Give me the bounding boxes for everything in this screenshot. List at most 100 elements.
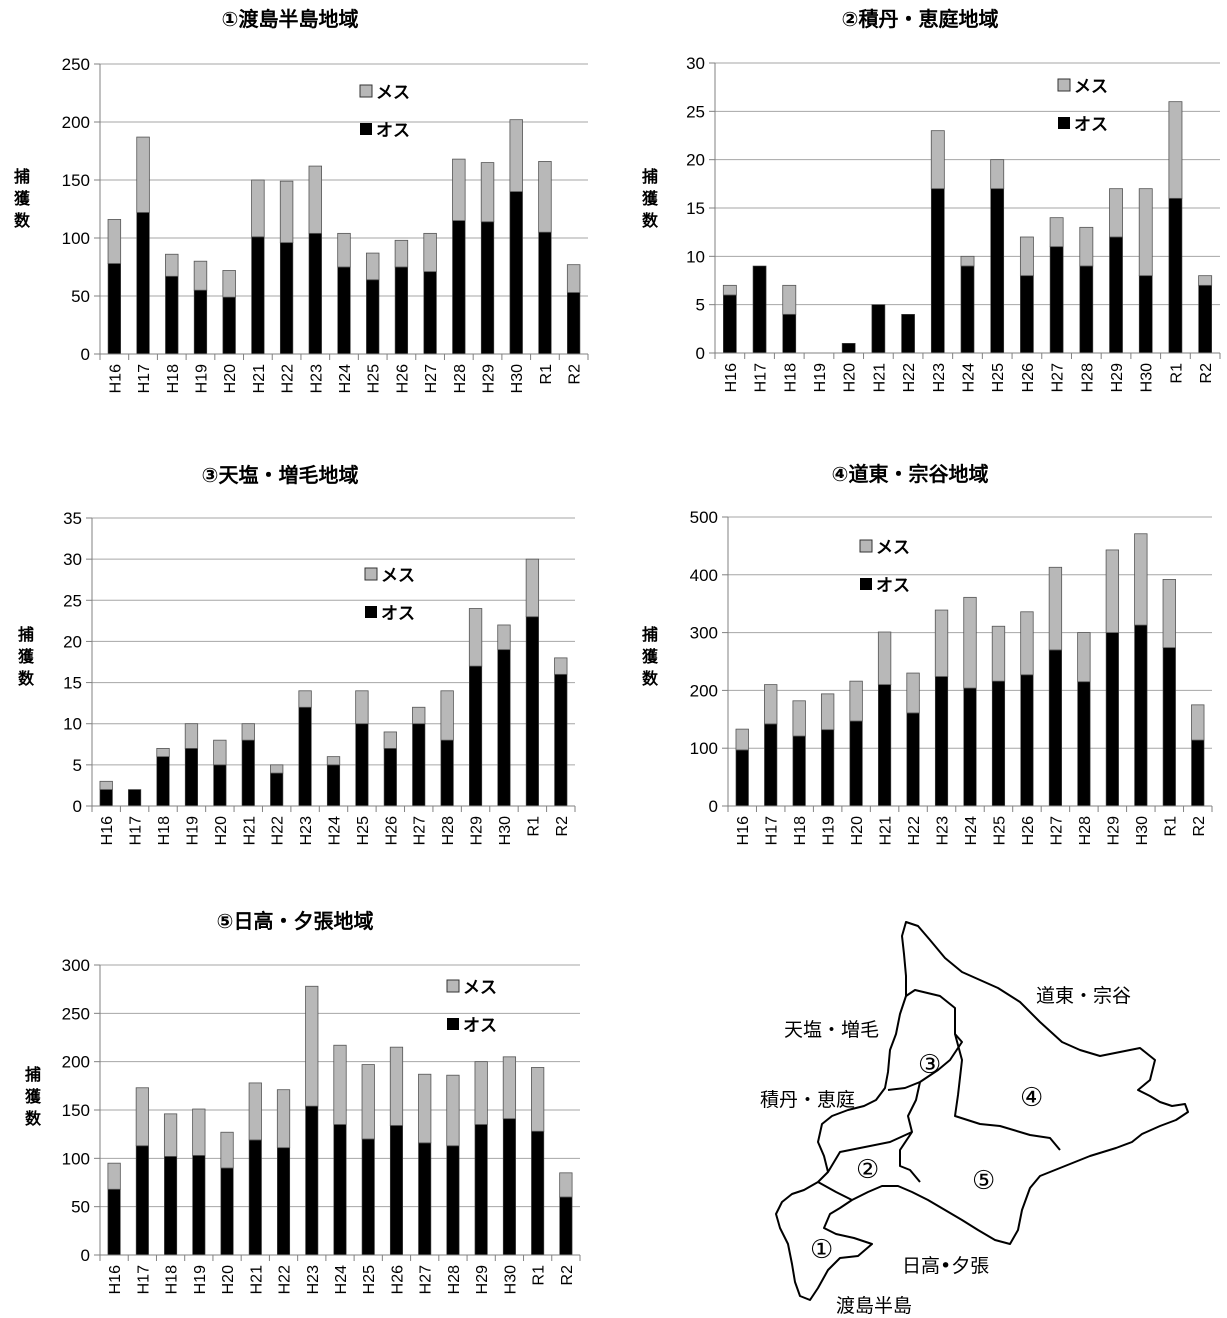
bar-segment-male — [906, 712, 920, 807]
bar-segment-female — [1191, 704, 1205, 741]
x-tick-label: H25 — [355, 816, 372, 845]
x-tick-label: H16 — [99, 816, 116, 845]
bar-segment-female — [1168, 101, 1183, 199]
y-tick-label: 300 — [62, 956, 90, 975]
bar-segment-male — [99, 789, 113, 807]
bar-segment-female — [1077, 632, 1091, 683]
y-axis-label-char: 獲 — [642, 189, 659, 208]
x-tick-label: H21 — [878, 816, 895, 845]
chart-panel-oshima: ①渡島半島地域 0 50 100 150 200 250 捕獲数 H16 H17 H18 H19 H20… — [0, 0, 600, 420]
bar-segment-male — [355, 723, 369, 807]
legend-label-female: メス — [876, 538, 910, 558]
y-tick-label: 100 — [62, 1149, 90, 1168]
bar-segment-female — [1048, 566, 1063, 651]
x-tick-label: H23 — [305, 1265, 322, 1294]
x-tick-label: H27 — [423, 364, 440, 393]
bar-segment-female — [991, 625, 1006, 682]
x-tick-label: H22 — [901, 363, 918, 392]
bar-segment-male — [930, 188, 945, 354]
bar-segment-male — [1077, 681, 1091, 807]
bar-segment-female — [418, 1073, 432, 1144]
x-tick-label: H29 — [469, 816, 486, 845]
y-tick-label: 50 — [71, 1198, 90, 1217]
chart-title: ⑤日高・夕張地域 — [217, 909, 374, 933]
x-tick-label: H22 — [270, 816, 287, 845]
x-tick-label: H29 — [481, 364, 498, 393]
bar-segment-female — [764, 684, 778, 725]
bar-segment-female — [248, 1082, 262, 1141]
legend-swatch-female — [364, 567, 378, 581]
bar-segment-female — [412, 706, 426, 725]
map-label-oshima: 渡島半島 — [836, 1295, 912, 1317]
y-axis-label-char: 数 — [642, 669, 659, 688]
x-tick-label: H22 — [277, 1265, 294, 1294]
bar-segment-female — [192, 1108, 206, 1156]
bar-segment-male — [366, 279, 380, 355]
bar-segment-male — [1191, 739, 1205, 807]
bar-segment-male — [878, 684, 892, 807]
bar-segment-male — [213, 764, 227, 807]
x-tick-label: H27 — [1050, 363, 1067, 392]
bar-segment-female — [99, 780, 113, 790]
x-tick-label: H24 — [961, 363, 978, 392]
bar-segment-male — [251, 236, 265, 355]
bar-segment-female — [963, 596, 977, 689]
x-tick-label: H30 — [1134, 816, 1151, 845]
y-axis-label-char: 捕 — [642, 167, 658, 186]
bar-segment-female — [365, 252, 380, 281]
bar-segment-female — [735, 728, 749, 751]
bar-segment-male — [554, 674, 568, 807]
x-tick-label: H29 — [474, 1265, 491, 1294]
stacked-bar-chart-shakotan: ②積丹・恵庭地域 0 5 10 15 20 25 30 捕獲数 H16 H17 H18 H19 H20 H2… — [642, 7, 1221, 392]
bar-segment-male — [1134, 624, 1148, 807]
bar-segment-male — [308, 233, 322, 355]
bar-segment-female — [1105, 549, 1120, 633]
x-tick-label: H30 — [502, 1265, 519, 1294]
bar-segment-male — [440, 739, 454, 807]
x-tick-label: H26 — [383, 816, 400, 845]
x-tick-label: H26 — [1020, 816, 1037, 845]
y-tick-label: 20 — [686, 151, 705, 170]
y-tick-label: 250 — [62, 1004, 90, 1023]
x-tick-label: H18 — [156, 816, 173, 845]
bar-segment-female — [480, 162, 495, 223]
y-tick-label: 20 — [63, 632, 82, 651]
bar-segment-female — [107, 219, 122, 264]
stacked-bar-chart-hidaka: ⑤日高・夕張地域 0 50 100 150 200 250 300 捕獲数 H16 H17 H18 H1… — [25, 909, 581, 1294]
bar-segment-male — [849, 720, 863, 807]
x-tick-label: H25 — [990, 363, 1007, 392]
x-tick-label: R1 — [1162, 816, 1179, 837]
bar-segment-female — [1198, 275, 1213, 286]
bar-segment-female — [333, 1044, 347, 1125]
x-tick-label: H19 — [192, 1265, 209, 1294]
stacked-bar-chart-teshio: ③天塩・増毛地域 0 5 10 15 20 25 30 35 捕獲数 H16 H17 H18 H19 H20… — [18, 463, 576, 845]
x-tick-label: H26 — [389, 1265, 406, 1294]
x-tick-label: H26 — [1020, 363, 1037, 392]
legend-swatch-female — [859, 539, 873, 553]
y-tick-label: 150 — [62, 1101, 90, 1120]
bar-segment-male — [337, 266, 351, 355]
legend-label-male: オス — [876, 576, 910, 596]
chart-title: ③天塩・増毛地域 — [202, 463, 359, 487]
bar-segment-male — [165, 275, 179, 355]
bar-segment-male — [1020, 275, 1034, 354]
legend-label-female: メス — [381, 566, 415, 586]
bar-segment-female — [877, 631, 892, 686]
map-number-2: ② — [856, 1155, 879, 1185]
x-tick-label: R2 — [1191, 816, 1208, 837]
bar-segment-male — [136, 212, 150, 355]
bar-segment-male — [963, 687, 977, 807]
bar-segment-female — [1020, 611, 1034, 676]
bar-segment-female — [559, 1172, 573, 1198]
bar-segment-male — [752, 265, 767, 354]
bar-segment-female — [497, 624, 511, 651]
map-number-3: ③ — [918, 1050, 941, 1080]
y-tick-label: 5 — [696, 296, 705, 315]
bar-segment-female — [241, 723, 255, 741]
x-tick-label: H20 — [213, 816, 230, 845]
x-tick-label: H18 — [165, 364, 182, 393]
x-tick-label: R2 — [567, 364, 584, 385]
y-tick-label: 25 — [686, 102, 705, 121]
bar-segment-male — [1049, 246, 1064, 354]
x-tick-label: H25 — [361, 1265, 378, 1294]
